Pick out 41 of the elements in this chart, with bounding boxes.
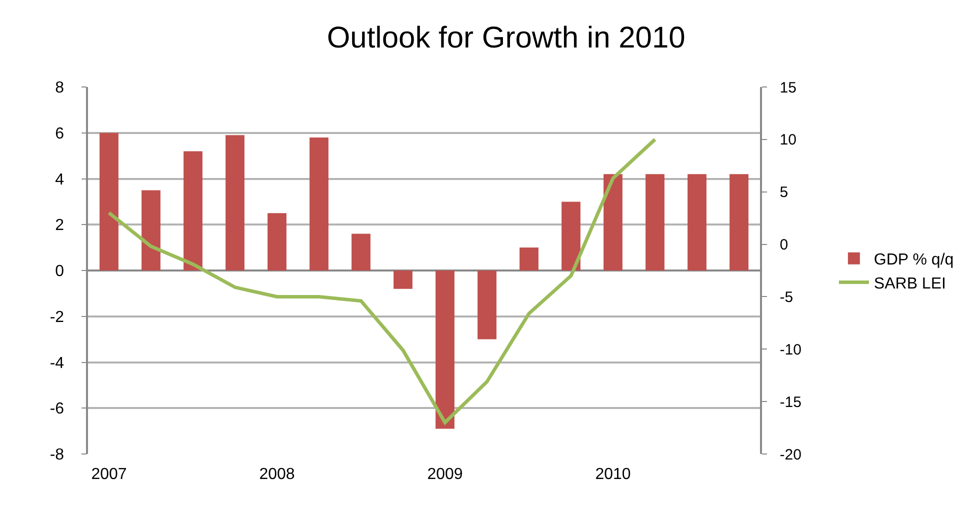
bar xyxy=(394,270,412,289)
bar xyxy=(184,151,202,270)
bar xyxy=(730,174,748,270)
bar xyxy=(646,174,664,270)
bar xyxy=(478,270,496,340)
x-tick-label: 2008 xyxy=(259,466,295,483)
x-tick-label: 2007 xyxy=(91,466,127,483)
bar xyxy=(352,234,370,270)
bar xyxy=(142,190,160,270)
x-tick-label: 2009 xyxy=(427,466,463,483)
bar xyxy=(100,132,118,270)
bar xyxy=(688,174,706,270)
y-tick-label: 2 xyxy=(55,217,64,234)
legend-label: GDP % q/q xyxy=(874,252,954,269)
y-tick-label: -2 xyxy=(50,308,64,326)
y2-tick-label: 0 xyxy=(780,236,788,254)
bar xyxy=(310,137,328,270)
bar xyxy=(562,202,580,270)
y2-tick-label: -20 xyxy=(780,446,802,464)
bar xyxy=(268,213,286,270)
y-tick-label: 4 xyxy=(55,171,64,188)
y2-tick-label: 10 xyxy=(780,132,796,149)
y-tick-label: 8 xyxy=(55,80,64,97)
y-tick-label: -6 xyxy=(50,400,64,418)
y-tick-label: -8 xyxy=(50,446,64,464)
chart-title: Outlook for Growth in 2010 xyxy=(326,22,686,55)
y2-tick-label: 5 xyxy=(780,184,788,202)
y-tick-label: -4 xyxy=(50,354,64,372)
line-series xyxy=(107,138,657,424)
y2-tick-label: -10 xyxy=(780,341,802,358)
bar xyxy=(520,248,538,270)
y-tick-label: 0 xyxy=(55,263,64,280)
y2-tick-label: -5 xyxy=(780,288,794,306)
y2-tick-label: 15 xyxy=(780,79,796,96)
legend-label: SARB LEI xyxy=(874,275,946,292)
y2-tick-label: -15 xyxy=(780,394,802,411)
x-tick-label: 2010 xyxy=(595,466,631,483)
bar xyxy=(226,135,244,270)
bar xyxy=(604,174,622,270)
y-tick-label: 6 xyxy=(55,125,64,142)
bar xyxy=(436,270,454,429)
